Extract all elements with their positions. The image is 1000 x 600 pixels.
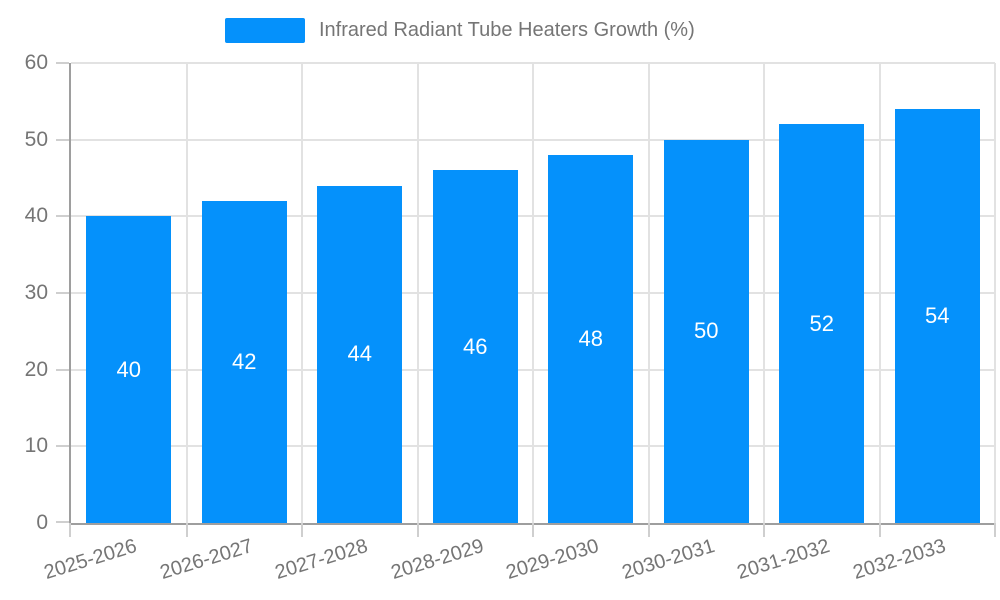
bar[interactable]: 54	[894, 109, 980, 523]
plot-area: 0 10 20 30 40 50 60 40 42 44 46 48 50 52 54 2025-2026 20…	[25, 51, 996, 584]
y-axis-tick	[56, 368, 69, 371]
y-axis-tick	[56, 62, 69, 64]
x-gridline	[763, 63, 765, 523]
x-gridline	[647, 63, 650, 523]
bar[interactable]: 40	[86, 216, 172, 523]
x-axis-label: 2029-2030	[503, 534, 602, 584]
x-axis-label: 2032-2033	[850, 534, 948, 584]
y-axis-label: 30	[24, 281, 48, 304]
x-axis-label: 2025-2026	[41, 534, 140, 584]
x-gridline	[185, 63, 188, 523]
bar-value-label: 48	[578, 326, 603, 351]
x-axis-tick	[994, 523, 996, 537]
bar-value-label: 52	[809, 310, 834, 336]
bar-value-label: 54	[925, 303, 950, 328]
x-axis-label: 2031-2032	[734, 534, 833, 584]
y-axis-label: 0	[36, 511, 48, 534]
x-axis-label: 2026-2027	[157, 534, 255, 584]
bar[interactable]: 52	[779, 124, 865, 523]
y-axis-label: 60	[24, 51, 48, 74]
bar-value-label: 50	[694, 318, 719, 344]
x-axis-label: 2030-2031	[619, 534, 717, 584]
y-axis-label: 10	[24, 434, 48, 458]
x-gridline	[416, 63, 419, 523]
y-axis-label: 40	[24, 204, 48, 228]
bar[interactable]: 48	[548, 155, 634, 523]
y-axis-tick	[56, 292, 69, 294]
y-axis-tick	[56, 521, 69, 523]
x-axis-tick	[416, 523, 419, 537]
bar-value-label: 42	[232, 349, 257, 374]
x-axis-tick	[69, 523, 71, 537]
x-axis-tick	[647, 523, 650, 537]
y-axis-tick	[56, 445, 69, 448]
legend-item[interactable]: Infrared Radiant Tube Heaters Growth (%)	[225, 18, 695, 43]
x-gridline	[994, 63, 996, 523]
bar[interactable]: 46	[432, 170, 518, 523]
y-axis-label: 20	[24, 357, 48, 381]
bar-value-label: 44	[347, 341, 372, 367]
y-axis-tick	[56, 138, 69, 141]
x-axis-tick	[763, 523, 765, 537]
bar-value-label: 46	[463, 333, 488, 359]
y-axis-tick	[56, 215, 69, 218]
legend-swatch	[225, 18, 305, 43]
x-axis-label: 2027-2028	[272, 534, 371, 584]
bar[interactable]: 44	[317, 185, 403, 523]
bar-value-label: 40	[116, 356, 141, 382]
x-gridline	[301, 63, 303, 523]
x-axis-tick	[301, 523, 303, 537]
x-axis-tick	[185, 523, 188, 537]
x-axis-tick	[532, 523, 534, 537]
x-axis-tick	[878, 523, 881, 537]
bar[interactable]: 42	[201, 201, 287, 523]
x-gridline	[878, 63, 881, 523]
x-gridline	[532, 63, 534, 523]
y-axis-label: 50	[24, 127, 48, 151]
bar[interactable]: 50	[663, 139, 749, 523]
x-axis-label: 2028-2029	[388, 534, 486, 584]
legend-label: Infrared Radiant Tube Heaters Growth (%)	[319, 19, 695, 41]
